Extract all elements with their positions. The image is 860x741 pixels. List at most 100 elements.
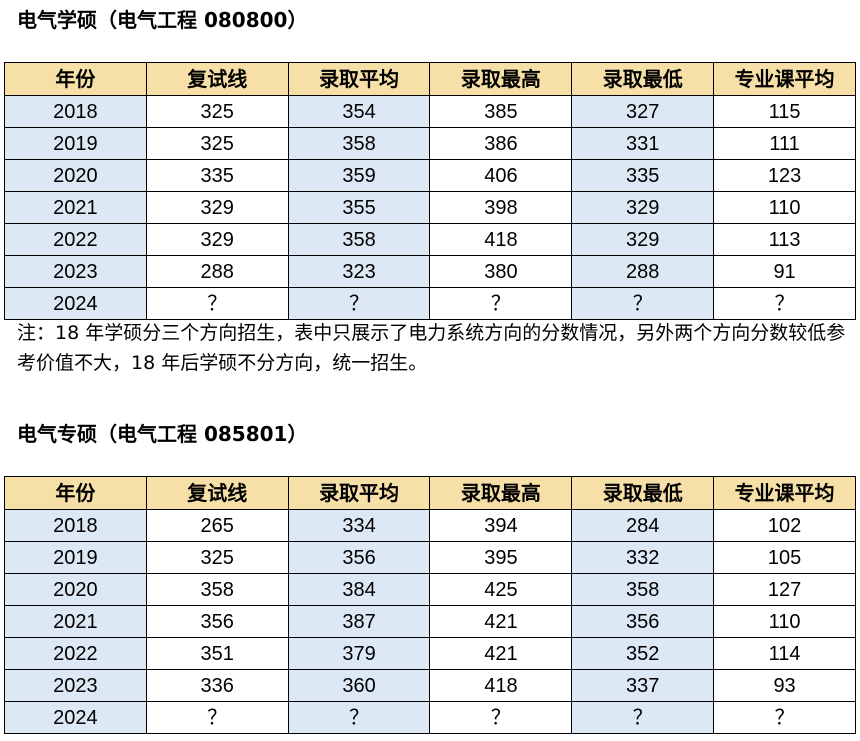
cell-year: 2024 (4, 701, 147, 734)
table-header-row: 年份 复试线 录取平均 录取最高 录取最低 专业课平均 (4, 62, 856, 96)
cell-admit-average: 354 (287, 95, 431, 128)
table-row: 2018 265 334 394 284 102 (4, 509, 856, 542)
cell-major-average: 93 (713, 669, 856, 702)
cell-admit-highest: 421 (429, 637, 573, 670)
cell-year: 2018 (4, 509, 147, 542)
cell-retest-line: ？ (145, 287, 289, 320)
cell-admit-highest: 418 (429, 223, 573, 256)
table-row: 2022 351 379 421 352 114 (4, 637, 856, 670)
header-major-average: 专业课平均 (713, 62, 856, 96)
cell-admit-average: 334 (287, 509, 431, 542)
cell-major-average: ？ (713, 701, 856, 734)
header-admit-lowest: 录取最低 (571, 476, 715, 510)
cell-major-average: 114 (713, 637, 856, 670)
cell-admit-average: ？ (287, 701, 431, 734)
cell-admit-lowest: 327 (571, 95, 715, 128)
cell-admit-average: 387 (287, 605, 431, 638)
cell-admit-highest: 406 (429, 159, 573, 192)
academic-note: 注：18 年学硕分三个方向招生，表中只展示了电力系统方向的分数情况，另外两个方向… (17, 322, 846, 374)
cell-year: 2023 (4, 255, 147, 288)
cell-admit-lowest: 288 (571, 255, 715, 288)
cell-admit-lowest: 331 (571, 127, 715, 160)
cell-admit-average: 356 (287, 541, 431, 574)
cell-major-average: 110 (713, 191, 856, 224)
cell-admit-highest: 418 (429, 669, 573, 702)
cell-major-average: 127 (713, 573, 856, 606)
cell-admit-lowest: ？ (571, 287, 715, 320)
header-retest-line: 复试线 (145, 476, 289, 510)
cell-admit-lowest: 284 (571, 509, 715, 542)
academic-score-table: 年份 复试线 录取平均 录取最高 录取最低 专业课平均 2018 325 354… (4, 62, 856, 320)
header-year: 年份 (4, 62, 147, 96)
cell-major-average: 123 (713, 159, 856, 192)
table-row: 2021 356 387 421 356 110 (4, 605, 856, 638)
cell-admit-highest: 380 (429, 255, 573, 288)
cell-major-average: 102 (713, 509, 856, 542)
cell-year: 2023 (4, 669, 147, 702)
table-row: 2020 358 384 425 358 127 (4, 573, 856, 606)
cell-admit-average: 358 (287, 127, 431, 160)
cell-retest-line: 336 (145, 669, 289, 702)
table-row: 2024 ？ ？ ？ ？ ？ (4, 701, 856, 734)
table-row: 2023 336 360 418 337 93 (4, 669, 856, 702)
table-row: 2019 325 358 386 331 111 (4, 127, 856, 160)
cell-admit-highest: 425 (429, 573, 573, 606)
cell-admit-average: 323 (287, 255, 431, 288)
table-row: 2022 329 358 418 329 113 (4, 223, 856, 256)
cell-admit-highest: 395 (429, 541, 573, 574)
cell-retest-line: 356 (145, 605, 289, 638)
cell-major-average: 110 (713, 605, 856, 638)
header-admit-highest: 录取最高 (429, 476, 573, 510)
cell-major-average: 91 (713, 255, 856, 288)
cell-retest-line: ？ (145, 701, 289, 734)
cell-year: 2022 (4, 637, 147, 670)
cell-retest-line: 288 (145, 255, 289, 288)
cell-admit-lowest: 358 (571, 573, 715, 606)
header-admit-average: 录取平均 (287, 476, 431, 510)
table-row: 2021 329 355 398 329 110 (4, 191, 856, 224)
table-row: 2024 ？ ？ ？ ？ ？ (4, 287, 856, 320)
cell-admit-highest: ？ (429, 287, 573, 320)
cell-major-average: 115 (713, 95, 856, 128)
table-header-row: 年份 复试线 录取平均 录取最高 录取最低 专业课平均 (4, 476, 856, 510)
cell-year: 2019 (4, 127, 147, 160)
cell-retest-line: 329 (145, 223, 289, 256)
academic-section-title: 电气学硕（电气工程 080800） (17, 8, 308, 32)
cell-retest-line: 329 (145, 191, 289, 224)
cell-retest-line: 325 (145, 541, 289, 574)
cell-major-average: 105 (713, 541, 856, 574)
cell-major-average: 111 (713, 127, 856, 160)
cell-year: 2024 (4, 287, 147, 320)
cell-admit-lowest: 332 (571, 541, 715, 574)
cell-admit-highest: 421 (429, 605, 573, 638)
cell-retest-line: 358 (145, 573, 289, 606)
cell-admit-lowest: 329 (571, 223, 715, 256)
header-retest-line: 复试线 (145, 62, 289, 96)
cell-admit-lowest: 329 (571, 191, 715, 224)
cell-year: 2022 (4, 223, 147, 256)
header-major-average: 专业课平均 (713, 476, 856, 510)
cell-admit-average: ？ (287, 287, 431, 320)
professional-score-table: 年份 复试线 录取平均 录取最高 录取最低 专业课平均 2018 265 334… (4, 476, 856, 734)
table-row: 2020 335 359 406 335 123 (4, 159, 856, 192)
cell-admit-average: 360 (287, 669, 431, 702)
header-admit-lowest: 录取最低 (571, 62, 715, 96)
cell-retest-line: 351 (145, 637, 289, 670)
cell-admit-highest: 386 (429, 127, 573, 160)
cell-year: 2020 (4, 573, 147, 606)
cell-admit-highest: 385 (429, 95, 573, 128)
cell-major-average: ？ (713, 287, 856, 320)
header-admit-average: 录取平均 (287, 62, 431, 96)
cell-year: 2021 (4, 191, 147, 224)
cell-admit-lowest: 352 (571, 637, 715, 670)
cell-admit-average: 379 (287, 637, 431, 670)
cell-admit-average: 384 (287, 573, 431, 606)
cell-admit-lowest: 356 (571, 605, 715, 638)
cell-year: 2019 (4, 541, 147, 574)
cell-year: 2020 (4, 159, 147, 192)
cell-admit-average: 359 (287, 159, 431, 192)
cell-retest-line: 325 (145, 95, 289, 128)
table-row: 2018 325 354 385 327 115 (4, 95, 856, 128)
cell-major-average: 113 (713, 223, 856, 256)
cell-retest-line: 335 (145, 159, 289, 192)
